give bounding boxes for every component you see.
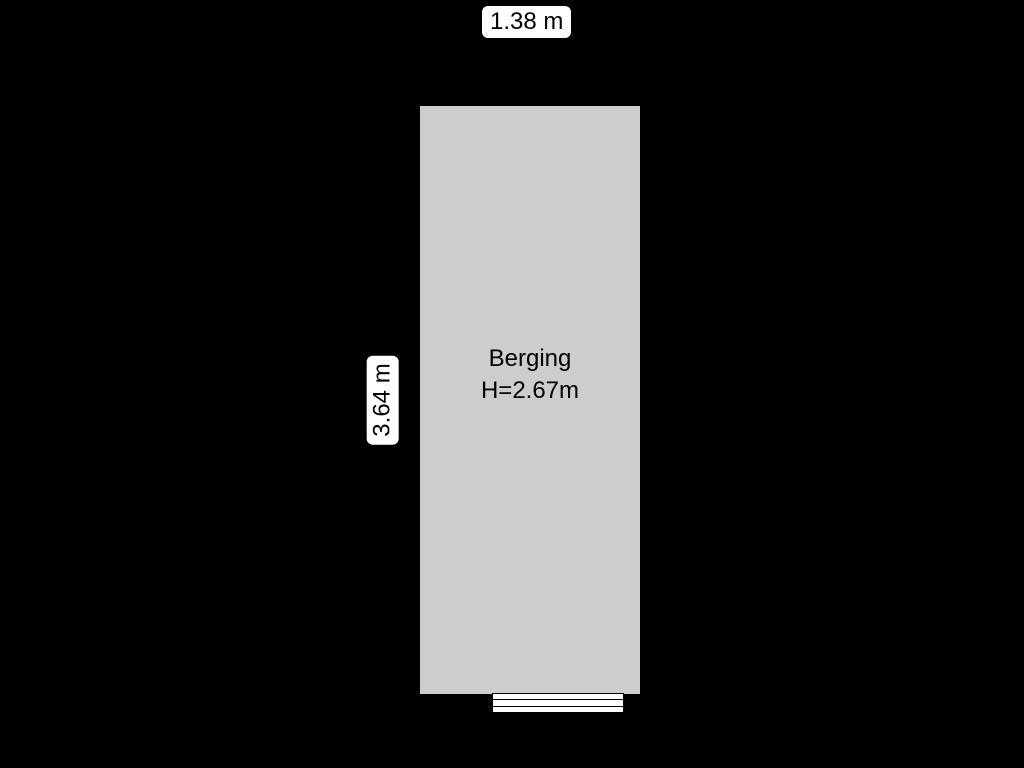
dimension-height-label: 3.64 m bbox=[367, 355, 399, 444]
room-label: Berging H=2.67m bbox=[420, 343, 640, 408]
room-name: Berging bbox=[489, 345, 572, 372]
door-threshold-line bbox=[492, 706, 624, 707]
floorplan-canvas: Berging H=2.67m 1.38 m 3.64 m bbox=[0, 0, 1024, 768]
door-threshold-line bbox=[492, 699, 624, 700]
room-berging: Berging H=2.67m bbox=[418, 104, 642, 696]
room-height: H=2.67m bbox=[481, 377, 579, 404]
door-slab bbox=[492, 693, 624, 713]
dimension-width-label: 1.38 m bbox=[482, 6, 571, 38]
